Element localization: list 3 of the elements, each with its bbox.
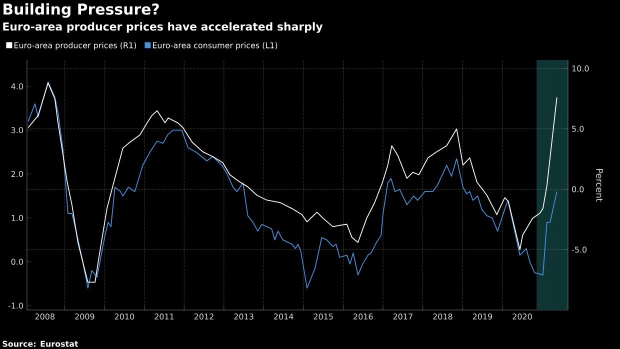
y2-axis-title: Percent	[596, 169, 603, 202]
chart-subtitle: Euro-area producer prices have accelerated sharply	[3, 22, 323, 33]
chart-title: Building Pressure?	[4, 3, 159, 18]
